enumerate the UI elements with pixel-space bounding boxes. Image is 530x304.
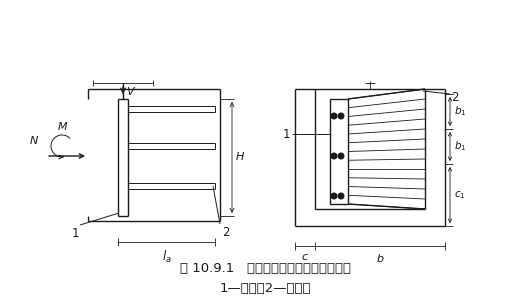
Text: 1: 1	[72, 227, 79, 240]
Text: $l_a$: $l_a$	[162, 249, 171, 265]
Text: $b$: $b$	[376, 252, 384, 264]
Circle shape	[338, 193, 344, 199]
Text: N: N	[30, 136, 38, 146]
Circle shape	[331, 113, 337, 119]
Circle shape	[331, 153, 337, 159]
Bar	[330, 99, 348, 204]
Circle shape	[338, 153, 344, 159]
Text: V: V	[126, 87, 134, 97]
Text: 2: 2	[451, 91, 458, 104]
Text: 1: 1	[282, 127, 290, 140]
Text: 1—锚板；2—直锚筋: 1—锚板；2—直锚筋	[219, 282, 311, 295]
Text: 图 10.9.1   由锚板和直锚筋组成的预埋件: 图 10.9.1 由锚板和直锚筋组成的预埋件	[180, 262, 350, 275]
Circle shape	[338, 113, 344, 119]
Text: 2: 2	[222, 226, 229, 239]
Text: $b_1$: $b_1$	[454, 105, 466, 118]
Text: M: M	[58, 122, 68, 132]
Text: H: H	[236, 153, 244, 163]
Circle shape	[331, 193, 337, 199]
Text: c: c	[302, 252, 308, 262]
Text: $c_1$: $c_1$	[454, 189, 466, 201]
Text: $b_1$: $b_1$	[454, 140, 466, 154]
